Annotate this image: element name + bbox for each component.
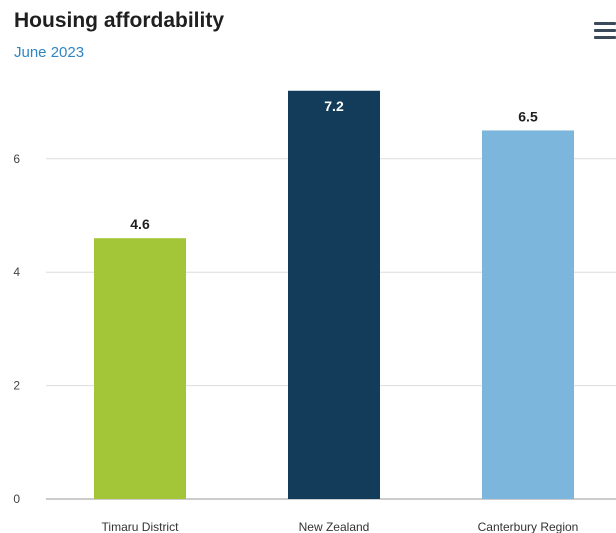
bar (482, 130, 574, 499)
x-category-label: New Zealand (299, 520, 370, 533)
y-tick-label: 4 (13, 265, 20, 279)
bars (94, 90, 574, 499)
hamburger-menu-icon[interactable] (592, 20, 616, 42)
x-category-label: Canterbury Region (478, 520, 579, 533)
data-label: 4.6 (130, 216, 150, 232)
menu-icon-line (594, 29, 616, 32)
bar (288, 90, 380, 499)
chart-title: Housing affordability (14, 9, 224, 32)
chart-subtitle: June 2023 (14, 44, 85, 61)
menu-icon-line (594, 22, 616, 25)
menu-icon-line (594, 36, 616, 39)
y-tick-label: 6 (13, 152, 20, 166)
bar (94, 238, 186, 499)
x-category-label: Timaru District (102, 520, 180, 533)
data-label: 6.5 (518, 108, 538, 124)
labels: 0 2 4 6 4.6 Timaru District 7.2 New Zealand 6.5 C… (13, 98, 578, 533)
y-tick-label: 0 (13, 492, 20, 506)
y-tick-label: 2 (13, 379, 20, 393)
data-label: 7.2 (324, 98, 344, 114)
